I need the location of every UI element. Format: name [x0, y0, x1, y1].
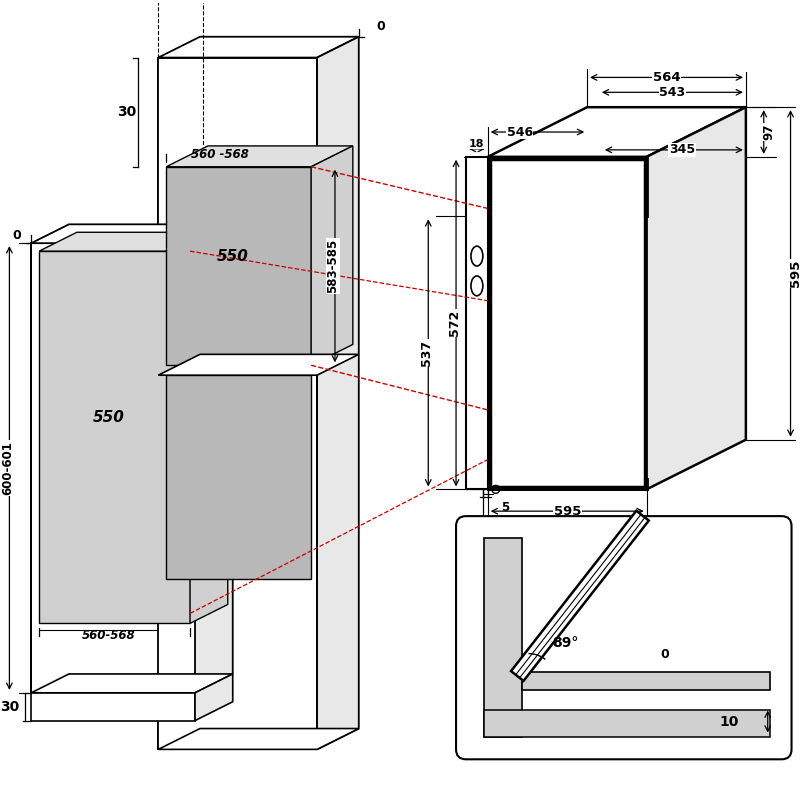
Polygon shape	[195, 224, 233, 693]
Text: 458: 458	[634, 537, 662, 551]
Text: 345: 345	[669, 143, 695, 156]
Polygon shape	[39, 251, 190, 623]
Text: 560 -568: 560 -568	[191, 148, 249, 162]
Text: 564: 564	[653, 71, 680, 84]
Text: 0: 0	[660, 647, 669, 661]
Text: 560-568: 560-568	[82, 629, 135, 642]
Polygon shape	[484, 710, 770, 738]
Text: 0: 0	[12, 229, 21, 242]
Polygon shape	[190, 232, 228, 623]
Text: 30: 30	[0, 700, 19, 714]
Text: 89°: 89°	[552, 636, 578, 650]
Polygon shape	[158, 37, 358, 58]
Polygon shape	[166, 146, 353, 166]
Polygon shape	[311, 146, 353, 366]
Text: 595: 595	[789, 260, 800, 287]
Text: 97: 97	[762, 124, 775, 140]
Text: 5: 5	[502, 501, 510, 514]
Text: 546: 546	[506, 126, 533, 138]
Text: 543: 543	[659, 86, 686, 99]
Polygon shape	[166, 166, 311, 366]
Polygon shape	[511, 510, 649, 681]
Polygon shape	[646, 107, 746, 490]
Polygon shape	[317, 37, 358, 750]
Polygon shape	[488, 157, 646, 216]
FancyBboxPatch shape	[456, 516, 791, 759]
Polygon shape	[490, 159, 645, 487]
Text: 10: 10	[719, 714, 738, 729]
Text: 30: 30	[117, 105, 136, 119]
Ellipse shape	[471, 246, 483, 266]
Polygon shape	[158, 354, 358, 375]
Polygon shape	[488, 107, 746, 157]
Polygon shape	[39, 232, 228, 251]
Text: 18: 18	[469, 139, 485, 149]
Polygon shape	[484, 538, 522, 738]
Polygon shape	[488, 479, 646, 490]
Polygon shape	[158, 729, 358, 750]
Polygon shape	[31, 243, 195, 693]
Polygon shape	[195, 674, 233, 721]
Text: 537: 537	[420, 340, 433, 366]
Polygon shape	[466, 157, 488, 490]
Text: 550: 550	[217, 249, 249, 263]
Polygon shape	[31, 693, 195, 721]
Text: 583-585: 583-585	[326, 239, 339, 293]
Text: 572: 572	[447, 310, 461, 336]
Text: 600-601: 600-601	[1, 441, 14, 495]
Text: 595: 595	[554, 505, 581, 518]
Polygon shape	[166, 375, 311, 578]
Polygon shape	[31, 224, 233, 243]
Polygon shape	[158, 58, 317, 750]
Polygon shape	[488, 157, 646, 490]
Text: 550: 550	[93, 410, 125, 426]
Text: 0: 0	[376, 20, 385, 34]
Text: 20: 20	[509, 526, 526, 538]
Polygon shape	[522, 672, 770, 690]
Polygon shape	[31, 674, 233, 693]
Ellipse shape	[471, 276, 483, 296]
